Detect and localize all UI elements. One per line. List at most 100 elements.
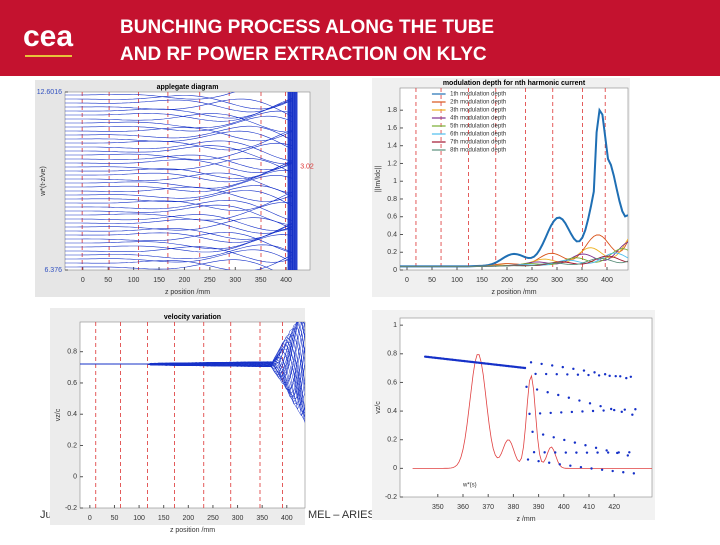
dot [572, 367, 575, 371]
x-tick-label: 390 [533, 504, 545, 511]
dot [523, 366, 527, 370]
x-tick-label: 100 [128, 277, 140, 284]
x-tick-label: 350 [255, 277, 267, 284]
curve [65, 229, 293, 250]
dot [567, 396, 571, 399]
y-tick-label: 1.4 [387, 143, 397, 150]
x-tick-label: 150 [153, 277, 165, 284]
dot [629, 375, 633, 379]
curve [65, 127, 294, 142]
curve [65, 125, 294, 142]
x-tick-label: 50 [104, 277, 112, 284]
curve [65, 222, 294, 243]
y-tick-label: -0.2 [65, 505, 77, 512]
curve [65, 159, 294, 179]
curve [65, 113, 293, 133]
y-tick-label: 0.2 [387, 437, 397, 444]
x-tick-label: 400 [280, 277, 292, 284]
x-tick-label: 300 [232, 515, 244, 522]
dot [626, 454, 630, 457]
curve [400, 257, 628, 267]
x-tick-label: 380 [508, 504, 520, 511]
dot [569, 464, 572, 467]
legend-label: 1th modulation depth [450, 92, 506, 98]
plot-content [412, 354, 652, 475]
dot [634, 408, 637, 411]
curve [65, 218, 294, 234]
x-tick-label: 100 [133, 515, 145, 522]
dot [546, 391, 549, 394]
y-tick-label: 0.8 [387, 351, 397, 358]
dot [596, 451, 599, 454]
dot [628, 451, 631, 454]
x-tick-label: 50 [428, 277, 436, 284]
plot-content [400, 88, 628, 270]
x-tick-label: 100 [451, 277, 463, 284]
y-tick-label: 0 [73, 474, 77, 481]
curve [65, 185, 294, 199]
dot [549, 411, 552, 415]
dot [582, 369, 586, 372]
dot [631, 413, 634, 416]
dot [588, 402, 592, 405]
curve [65, 145, 293, 165]
legend-label: 3th modulation depth [450, 108, 506, 114]
dot [554, 451, 557, 454]
x-tick-label: 250 [526, 277, 538, 284]
dot [563, 438, 566, 442]
curve [65, 175, 293, 192]
legend-label: 2th modulation depth [450, 100, 506, 106]
x-tick-label: 350 [432, 504, 444, 511]
dot [597, 374, 601, 377]
footer-left: Ju [40, 509, 52, 521]
legend-label: 6th modulation depth [450, 132, 506, 138]
y-tick-label: 1.6 [387, 125, 397, 132]
x-tick-label: 400 [281, 515, 293, 522]
dot [570, 410, 574, 414]
dot [526, 458, 530, 461]
dot [613, 408, 616, 412]
y-tick-label: 12.6016 [37, 89, 62, 96]
x-tick-label: 350 [576, 277, 588, 284]
dot [594, 446, 598, 450]
x-tick-label: 360 [457, 504, 469, 511]
dot [600, 468, 604, 472]
curve [65, 130, 294, 150]
y-axis-label: ||Im/Idc|| [375, 166, 382, 193]
y-tick-label: 0 [393, 465, 397, 472]
dot [537, 459, 540, 463]
dot [575, 451, 578, 454]
x-tick-label: 420 [608, 504, 620, 511]
x-tick-label: 250 [207, 515, 219, 522]
curve [65, 214, 293, 231]
curve [412, 354, 652, 469]
title-line: AND RF POWER EXTRACTION ON KLYC [120, 44, 487, 65]
y-tick-label: 0.4 [387, 231, 397, 238]
y-tick-label: 0.4 [387, 408, 397, 415]
y-axis-label: vz/c [55, 408, 62, 421]
x-tick-label: 300 [551, 277, 563, 284]
dot [540, 362, 543, 366]
y-tick-label: 1 [393, 178, 397, 185]
dot [584, 444, 587, 447]
panel-title: velocity variation [164, 314, 221, 321]
panel-title: modulation depth for nth harmonic curren… [443, 80, 586, 87]
x-tick-label: 370 [482, 504, 494, 511]
curve [65, 115, 294, 132]
dot [581, 410, 584, 413]
x-tick-label: 400 [558, 504, 570, 511]
x-tick-label: 350 [256, 515, 268, 522]
dot [576, 373, 580, 376]
dot [552, 436, 555, 439]
y-tick-label: 0.2 [387, 249, 397, 256]
dot [529, 361, 533, 364]
dot [619, 375, 622, 378]
curve [65, 249, 294, 263]
curve [65, 98, 294, 118]
curve [65, 259, 274, 270]
curve [65, 169, 293, 189]
dot [617, 451, 620, 454]
plot-area [64, 91, 311, 271]
dot [534, 372, 537, 376]
